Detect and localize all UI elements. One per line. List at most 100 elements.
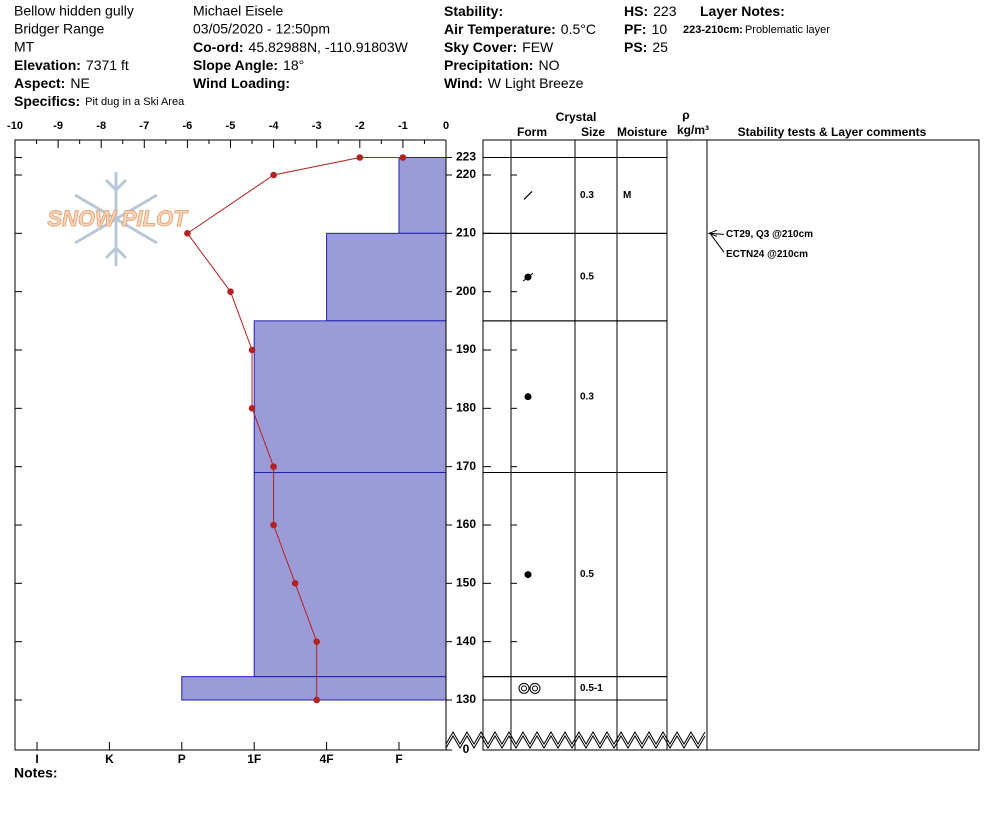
column-header: kg/m³ bbox=[677, 123, 709, 137]
y-tick-label: 0 bbox=[463, 742, 470, 756]
field-label: Sky Cover: bbox=[444, 39, 517, 55]
logo bbox=[74, 172, 158, 266]
temperature-line bbox=[186, 157, 403, 700]
field-value: NE bbox=[70, 75, 89, 91]
hardness-bar bbox=[398, 157, 447, 234]
header-field: Elevation: 7371 ft bbox=[14, 57, 129, 73]
hardness-label: 4F bbox=[320, 752, 334, 766]
temperature-point bbox=[270, 521, 277, 529]
header-field: Wind Loading: bbox=[193, 75, 290, 91]
field-value: 7371 ft bbox=[86, 57, 129, 73]
header-field: Stability: bbox=[444, 3, 503, 19]
column-header: Moisture bbox=[617, 125, 667, 139]
temperature-point bbox=[313, 696, 321, 704]
header-field: Slope Angle: 18° bbox=[193, 57, 304, 73]
crystal-form bbox=[529, 682, 541, 694]
header-text: Michael Eisele bbox=[193, 3, 283, 19]
axis-break bbox=[445, 735, 706, 749]
field-label: Wind: bbox=[444, 75, 483, 91]
x-tick-label: -2 bbox=[355, 120, 365, 132]
column-header: Stability tests & Layer comments bbox=[738, 125, 927, 139]
temperature-point bbox=[291, 580, 299, 587]
axis-break bbox=[445, 731, 706, 745]
temperature-point bbox=[356, 154, 364, 161]
field-value: 45.82988N, -110.91803W bbox=[249, 39, 409, 55]
arrow-head bbox=[707, 229, 718, 237]
field-label: Specifics: bbox=[14, 93, 80, 109]
y-tick-label: 160 bbox=[456, 517, 476, 531]
x-tick-label: -1 bbox=[398, 120, 408, 132]
hardness-bar bbox=[253, 472, 447, 678]
header-field: 223-210cm: Problematic layer bbox=[683, 24, 830, 36]
x-tick-label: -3 bbox=[312, 120, 322, 132]
y-tick-label: 190 bbox=[456, 342, 476, 356]
crystal-form bbox=[518, 682, 530, 694]
header-field: Sky Cover: FEW bbox=[444, 39, 554, 55]
hardness-bar bbox=[181, 676, 447, 701]
field-label: Air Temperature: bbox=[444, 21, 556, 37]
x-tick-label: -6 bbox=[183, 120, 193, 132]
hardness-bar bbox=[253, 320, 447, 474]
y-tick-label: 140 bbox=[456, 634, 476, 648]
column-header: Form bbox=[517, 125, 547, 139]
x-tick-label: -7 bbox=[139, 120, 149, 132]
crystal-form bbox=[521, 685, 527, 692]
x-tick-label: -5 bbox=[226, 120, 236, 132]
temperature-point bbox=[227, 288, 234, 295]
field-label: Elevation: bbox=[14, 57, 81, 73]
x-tick-label: -10 bbox=[7, 120, 23, 132]
crystal-size: 0.5-1 bbox=[580, 683, 603, 694]
header-field: Precipitation: NO bbox=[444, 57, 560, 73]
field-label: Co-ord: bbox=[193, 39, 244, 55]
x-tick-label: -8 bbox=[96, 120, 106, 132]
field-label: Precipitation: bbox=[444, 57, 533, 73]
header-field: HS: 223 bbox=[624, 3, 677, 19]
field-value: Pit dug in a Ski Area bbox=[85, 96, 185, 108]
hardness-label: K bbox=[105, 752, 114, 766]
y-tick-label: 170 bbox=[456, 459, 476, 473]
header-text: Bridger Range bbox=[14, 21, 104, 37]
field-value: 18° bbox=[283, 57, 304, 73]
header-text: 03/05/2020 - 12:50pm bbox=[193, 21, 330, 37]
crystal-form bbox=[522, 272, 534, 282]
header-field: Air Temperature: 0.5°C bbox=[444, 21, 596, 37]
crystal-form bbox=[523, 190, 533, 200]
moisture: M bbox=[623, 190, 631, 201]
field-label: 223-210cm: bbox=[683, 24, 743, 36]
temperature-point bbox=[248, 346, 256, 354]
temperature-point bbox=[399, 154, 407, 161]
y-tick-label: 180 bbox=[456, 401, 476, 415]
field-value: 25 bbox=[652, 39, 668, 55]
hardness-label: P bbox=[178, 752, 186, 766]
crystal-size: 0.5 bbox=[580, 569, 594, 580]
x-tick-label: -9 bbox=[53, 120, 63, 132]
field-value: 10 bbox=[652, 21, 668, 37]
crystal-form bbox=[524, 571, 532, 579]
y-tick-label: 210 bbox=[456, 226, 476, 240]
crystal-size: 0.3 bbox=[580, 391, 594, 402]
logo-text: SNOW PILOT bbox=[47, 206, 188, 231]
header-field: PF: 10 bbox=[624, 21, 667, 37]
header-field: Layer Notes: bbox=[700, 3, 785, 19]
test-pointer bbox=[709, 232, 725, 235]
field-value: FEW bbox=[522, 39, 554, 55]
hardness-label: F bbox=[395, 752, 402, 766]
crystal-size: 0.3 bbox=[580, 190, 594, 201]
field-value: NO bbox=[538, 57, 559, 73]
crystal-size: 0.5 bbox=[580, 272, 594, 283]
field-label: Stability: bbox=[444, 3, 503, 19]
column-header: Size bbox=[581, 125, 605, 139]
field-label: Aspect: bbox=[14, 75, 65, 91]
y-tick-label: 200 bbox=[456, 284, 476, 298]
hardness-label: I bbox=[35, 752, 38, 766]
field-label: HS: bbox=[624, 3, 648, 19]
header-field: Aspect: NE bbox=[14, 75, 90, 91]
y-tick-label: 223 bbox=[456, 150, 476, 164]
x-tick-label: 0 bbox=[443, 120, 449, 132]
field-label: Slope Angle: bbox=[193, 57, 278, 73]
header-text: MT bbox=[14, 39, 35, 55]
field-label: PS: bbox=[624, 39, 647, 55]
stability-test: ECTN24 @210cm bbox=[726, 249, 808, 260]
hardness-bar bbox=[326, 232, 447, 322]
header-field: Co-ord: 45.82988N, -110.91803W bbox=[193, 39, 409, 55]
